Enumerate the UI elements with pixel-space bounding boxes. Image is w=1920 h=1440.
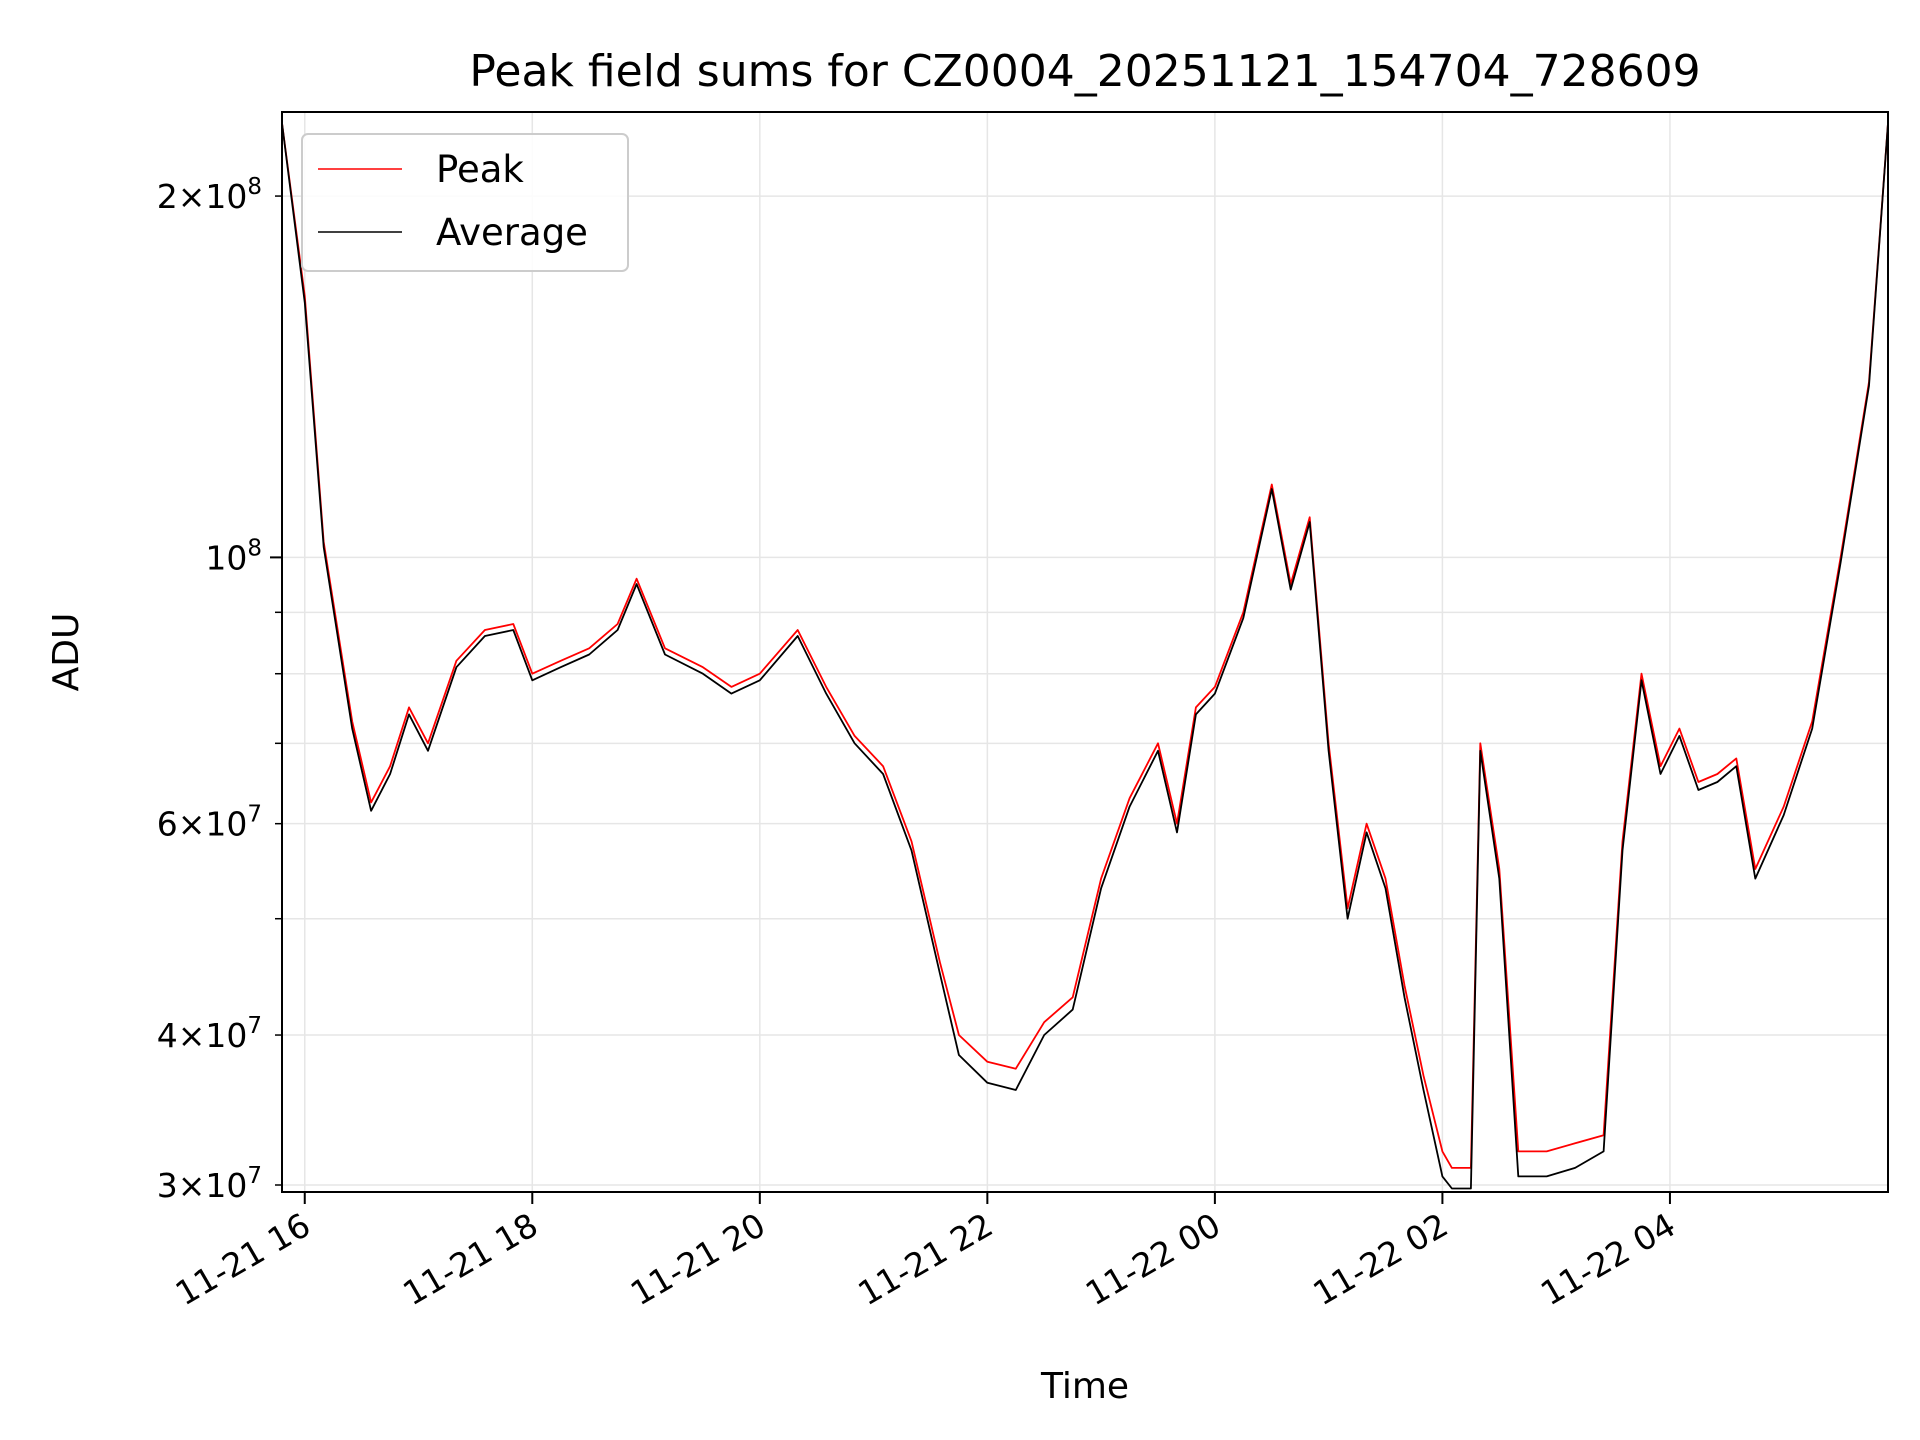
series-lines — [281, 123, 1889, 1190]
x-axis-label: Time — [1040, 1366, 1129, 1407]
legend: Peak Average — [301, 133, 629, 272]
y-axis: 108 3×107 4×107 6×107 2×108 — [157, 174, 282, 1205]
plot-frame — [281, 111, 1889, 1193]
y-tick-label: 2×108 — [157, 174, 262, 216]
legend-label-peak: Peak — [436, 148, 524, 191]
chart-title: Peak field sums for CZ0004_20251121_1547… — [469, 46, 1700, 97]
y-tick-label: 6×107 — [157, 802, 262, 844]
series-line-average — [281, 123, 1889, 1190]
y-tick-label: 4×107 — [157, 1013, 262, 1055]
y-tick-label: 108 — [205, 535, 262, 577]
grid-lines — [282, 112, 1888, 1192]
legend-label-average: Average — [436, 211, 588, 254]
y-tick-label: 3×107 — [157, 1163, 262, 1205]
y-axis-label: ADU — [46, 613, 87, 692]
